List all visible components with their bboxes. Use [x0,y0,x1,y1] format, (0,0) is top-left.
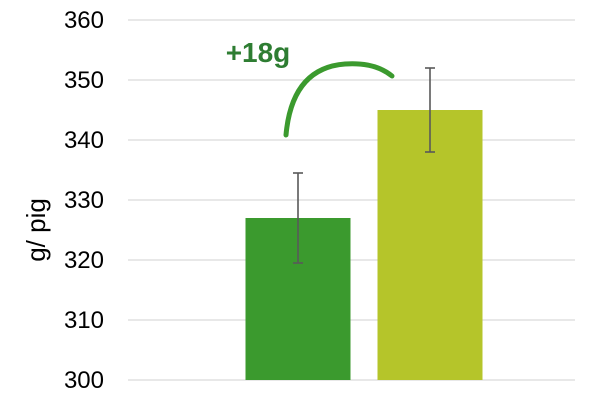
y-tick-label-340: 340 [64,127,104,154]
y-tick-label-310: 310 [64,307,104,334]
y-axis-label: g/ pig [21,198,51,262]
y-tick-label-360: 360 [64,7,104,34]
bars [246,110,483,380]
y-tick-labels: 300 310 320 330 340 350 360 [64,7,104,394]
y-tick-label-300: 300 [64,367,104,394]
y-tick-label-330: 330 [64,187,104,214]
difference-arc [286,64,392,135]
difference-label: +18g [226,37,291,68]
y-tick-label-320: 320 [64,247,104,274]
y-tick-label-350: 350 [64,67,104,94]
grid-lines [128,20,575,380]
